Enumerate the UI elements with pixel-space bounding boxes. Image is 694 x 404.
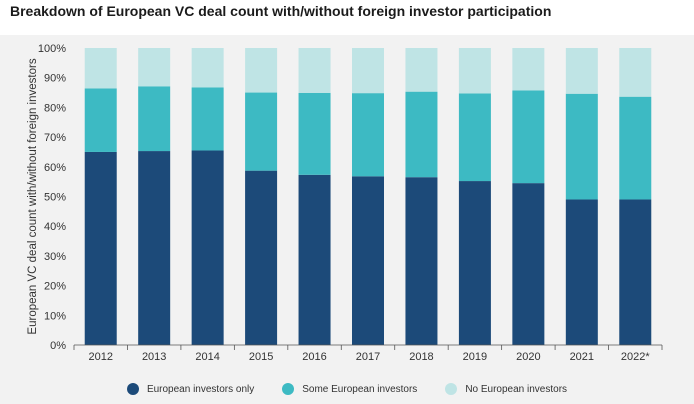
x-tick-label: 2019 (463, 351, 487, 363)
bar-segment-3 (512, 48, 545, 91)
y-tick-label: 70% (44, 132, 66, 144)
y-tick-label: 100% (38, 43, 66, 55)
chart-title: Breakdown of European VC deal count with… (10, 3, 552, 19)
y-tick-label: 10% (44, 310, 66, 322)
bar-segment-3 (352, 48, 384, 94)
bar-segment-1 (84, 151, 117, 345)
legend: European investors only Some European in… (0, 380, 694, 398)
bar-segment-3 (245, 48, 278, 93)
bar-segment-3 (619, 48, 652, 97)
bar-segment-1 (565, 199, 598, 345)
bar-segment-2 (298, 92, 331, 175)
legend-item-european-only: European investors only (126, 380, 255, 398)
legend-item-some-european: Some European investors (282, 380, 417, 398)
bar-segment-2 (565, 93, 598, 200)
legend-swatch-some-european (282, 383, 295, 395)
x-tick-label: 2016 (302, 351, 326, 363)
bar-segment-1 (512, 183, 545, 345)
y-tick-label: 50% (44, 192, 66, 204)
bar-segment-3 (458, 48, 491, 94)
y-axis-title: European VC deal count with/without fore… (27, 58, 39, 334)
bar-segment-2 (138, 86, 171, 152)
bar-segment-2 (84, 88, 117, 152)
x-tick-label: 2013 (142, 351, 166, 363)
legend-swatch-european-only (126, 383, 139, 395)
bar-segment-3 (191, 48, 224, 88)
y-tick-label: 90% (44, 73, 66, 85)
bar-segment-1 (405, 177, 438, 345)
x-tick-label: 2015 (249, 351, 273, 363)
bar-segment-1 (352, 176, 384, 345)
bar-segment-2 (191, 87, 224, 151)
bar-segment-1 (138, 151, 171, 345)
x-tick-label: 2014 (195, 351, 219, 363)
y-tick-label: 80% (44, 102, 66, 114)
legend-label-no-european: No European investors (465, 383, 568, 395)
y-axis: 0% 10% 20% 30% 40% 50% 60% 70% 80% 90% 100% (38, 43, 66, 352)
bars (84, 48, 652, 345)
bar-segment-3 (84, 48, 117, 89)
bar-segment-3 (565, 48, 598, 94)
y-tick-label: 20% (44, 281, 66, 293)
x-axis: 2012 2013 2014 2015 2016 2017 2018 2019 2020 2021… (73, 344, 663, 363)
legend-swatch-no-european (445, 383, 458, 395)
bar-segment-1 (191, 150, 224, 345)
legend-item-no-european: No European investors (445, 380, 567, 398)
bar-segment-1 (245, 170, 278, 345)
legend-label-some-european: Some European investors (302, 383, 418, 395)
x-tick-label: 2018 (409, 351, 433, 363)
y-tick-label: 0% (50, 340, 66, 352)
bar-segment-1 (619, 199, 652, 345)
x-tick-label: 2012 (88, 351, 112, 363)
bar-segment-2 (405, 91, 438, 178)
y-tick-label: 40% (44, 221, 66, 233)
bar-segment-3 (405, 48, 438, 92)
bar-segment-2 (352, 93, 384, 177)
bar-segment-2 (458, 93, 491, 182)
x-tick-label: 2020 (516, 351, 540, 363)
y-tick-label: 60% (44, 162, 66, 174)
bar-segment-3 (298, 48, 331, 93)
x-tick-label: 2022* (621, 351, 650, 363)
x-tick-label: 2021 (570, 351, 594, 363)
x-tick-label: 2017 (356, 351, 380, 363)
y-tick-label: 30% (44, 251, 66, 263)
bar-segment-1 (298, 174, 331, 345)
bar-segment-2 (512, 90, 545, 184)
bar-segment-3 (138, 48, 171, 87)
bar-segment-2 (245, 92, 278, 171)
bar-segment-1 (458, 181, 491, 345)
bar-segment-2 (619, 96, 652, 200)
legend-label-european-only: European investors only (146, 383, 255, 395)
